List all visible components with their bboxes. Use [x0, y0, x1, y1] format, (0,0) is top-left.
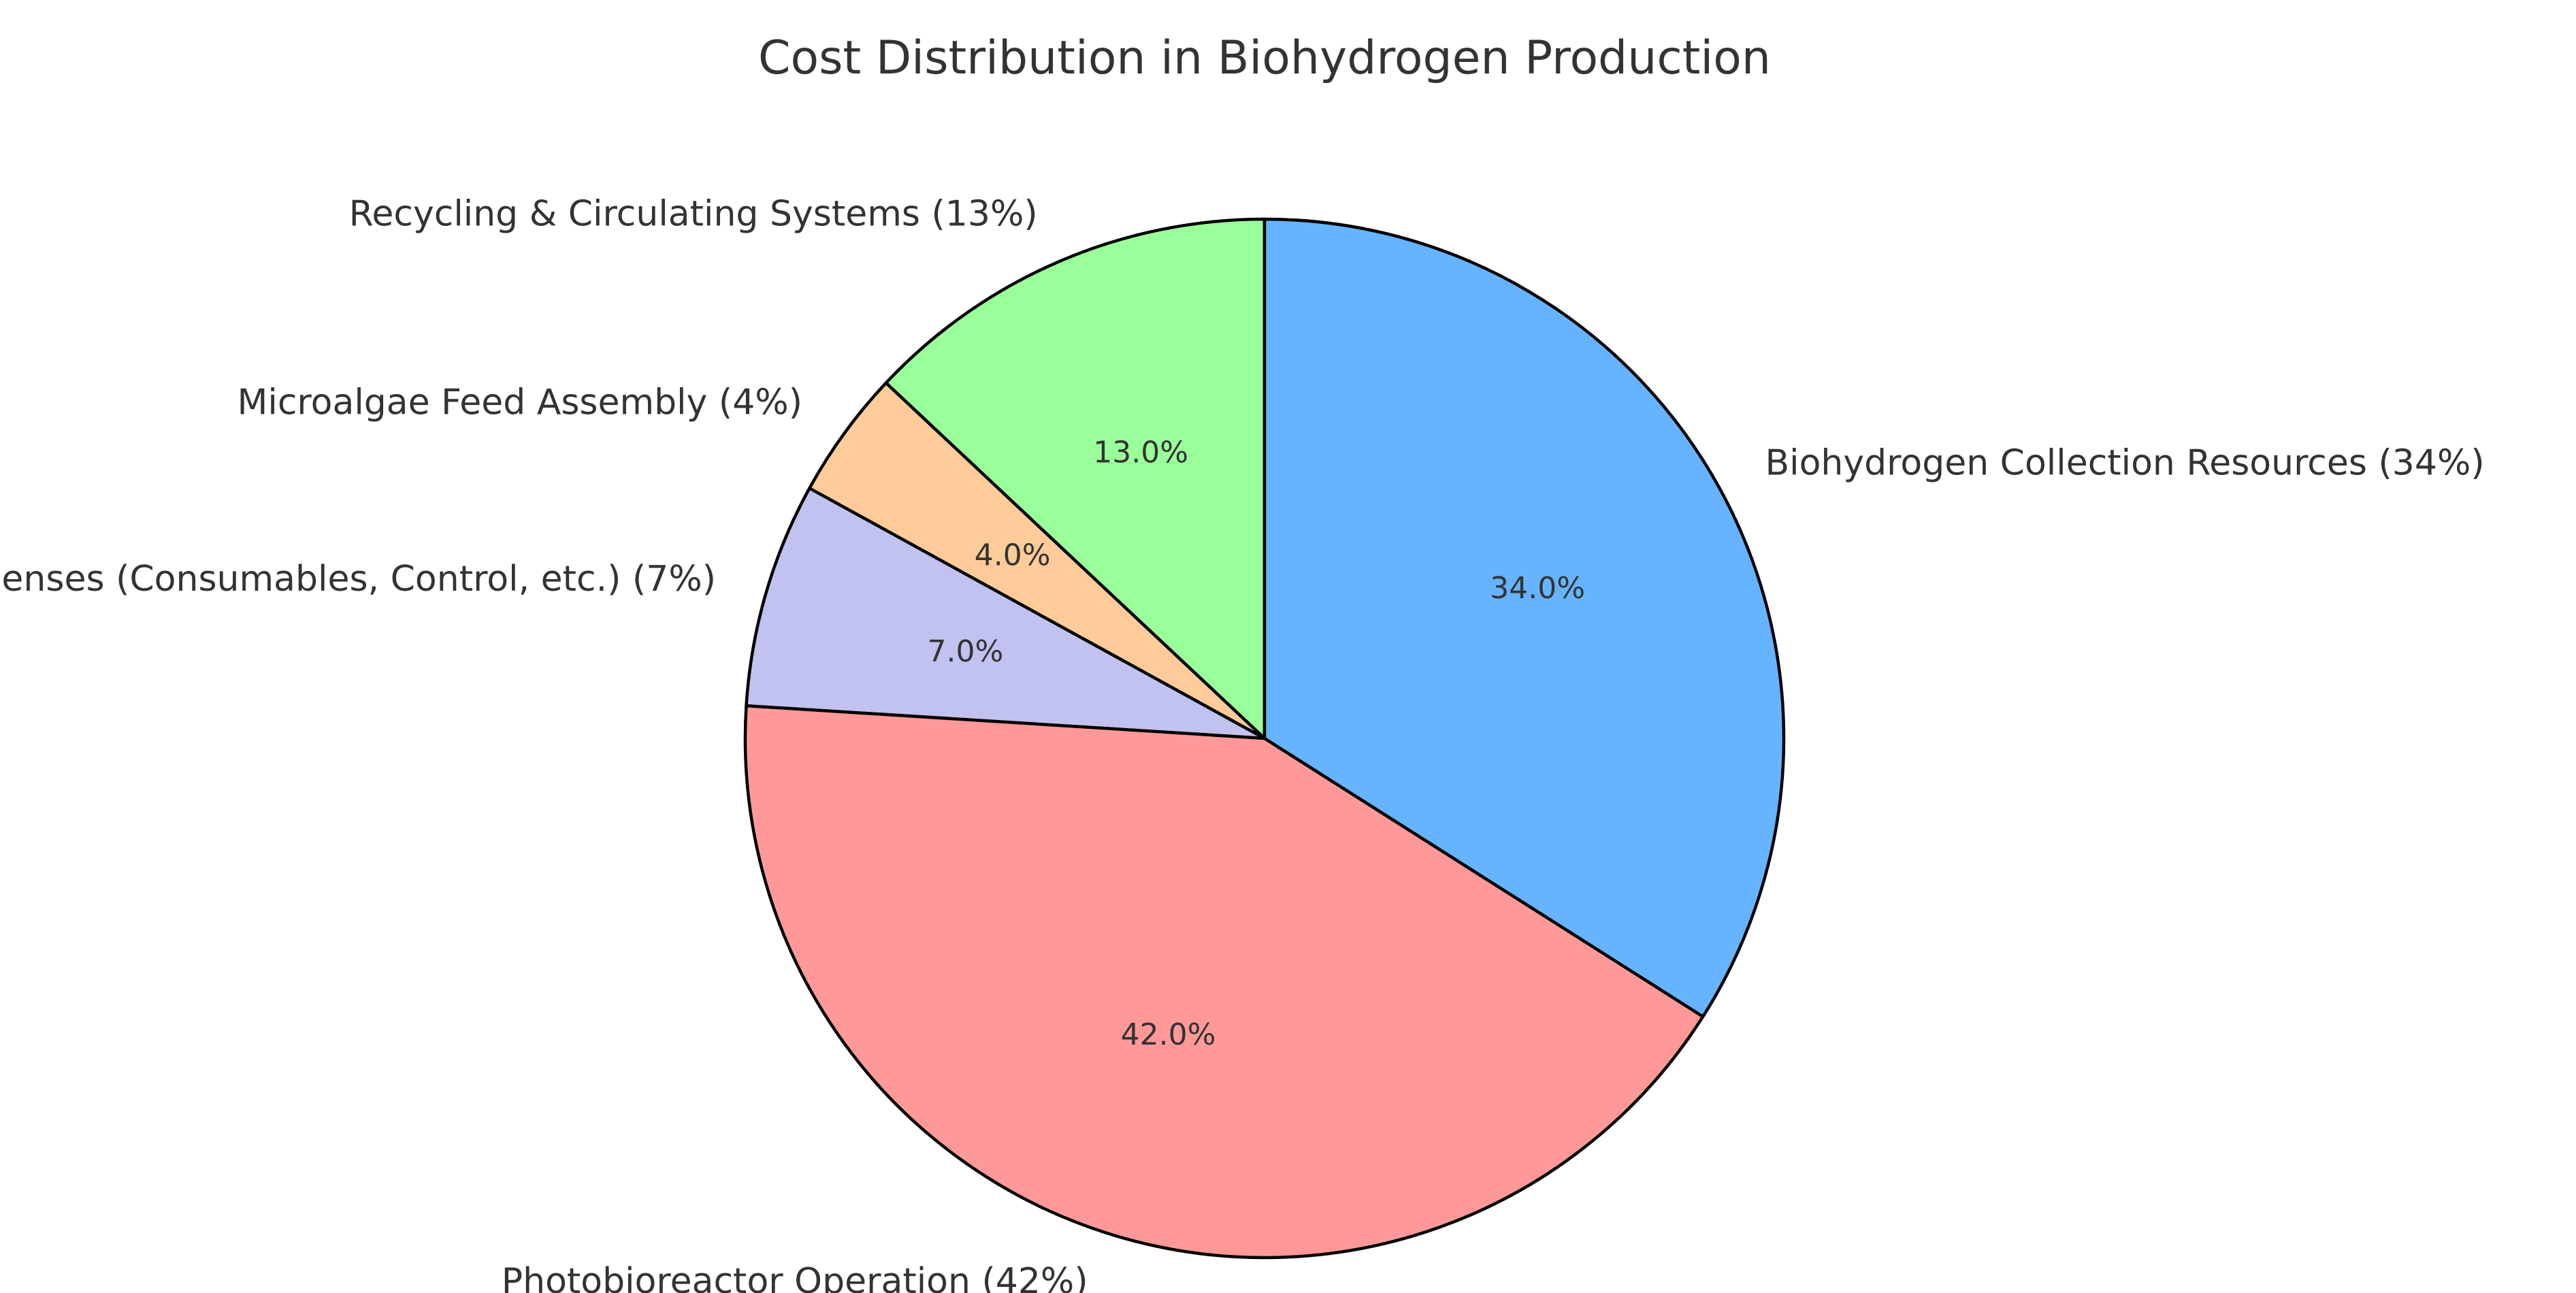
pie-slice-labels: Recycling & Circulating Systems (13%) Mic… — [0, 194, 2485, 1293]
pie-percent-label: 42.0% — [1121, 1017, 1216, 1052]
pie-percent-label: 7.0% — [927, 634, 1003, 669]
pie-slice-label: Microalgae Feed Assembly (4%) — [238, 382, 802, 423]
pie-slice-biohydrogen-collection-resources — [1262, 217, 1786, 1019]
pie-percent-label: 34.0% — [1490, 571, 1585, 606]
pie-slice-label: Other Expenses (Consumables, Control, et… — [0, 559, 716, 600]
pie-percent-label: 13.0% — [1093, 435, 1188, 470]
pie-percent-labels: 13.0% 4.0% 7.0% 42.0% 34.0% — [927, 435, 1585, 1052]
pie-slices — [743, 217, 1786, 1260]
pie-slice-recycling-circulating-systems — [884, 217, 1267, 740]
pie-slice-label: Photobioreactor Operation (42%) — [502, 1261, 1088, 1293]
pie-slice-label: Biohydrogen Collection Resources (34%) — [1765, 443, 2484, 484]
pie-slice-other-expenses-consumables-control-etc — [745, 487, 1267, 740]
pie-slice-label: Recycling & Circulating Systems (13%) — [349, 194, 1038, 235]
chart-title: Cost Distribution in Biohydrogen Product… — [758, 31, 1771, 85]
pie-slice-photobioreactor-operation — [743, 704, 1705, 1260]
pie-percent-label: 4.0% — [975, 538, 1051, 572]
pie-slice-microalgae-feed-assembly — [808, 381, 1267, 740]
